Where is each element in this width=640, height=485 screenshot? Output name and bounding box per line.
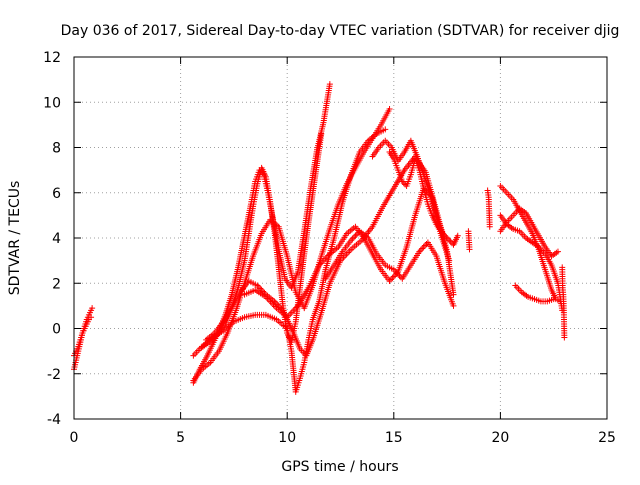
data-point <box>550 296 557 303</box>
y-tick-label: 8 <box>52 141 61 157</box>
x-tick-label: 20 <box>491 430 509 446</box>
x-tick-label: 10 <box>278 430 296 446</box>
data-point <box>88 314 95 321</box>
data-points <box>71 81 568 395</box>
data-point <box>326 81 333 88</box>
y-tick-label: -2 <box>47 367 61 383</box>
y-tick-label: 6 <box>52 186 61 202</box>
y-axis-label: SDTVAR / TECUs <box>7 181 23 296</box>
data-point <box>486 223 493 230</box>
axis-ticks: 0 5 10 15 20 25 -4 -2 0 2 4 6 8 10 12 <box>43 50 616 446</box>
y-tick-label: 2 <box>52 276 61 292</box>
data-point <box>382 126 389 133</box>
data-point <box>446 257 453 264</box>
y-tick-label: 12 <box>43 50 61 66</box>
x-tick-label: 0 <box>70 430 79 446</box>
x-tick-label: 15 <box>385 430 403 446</box>
data-point <box>386 106 393 113</box>
data-point <box>450 302 457 309</box>
data-point <box>89 305 96 312</box>
data-point <box>454 232 461 239</box>
data-point <box>439 230 446 237</box>
x-tick-label: 5 <box>176 430 185 446</box>
y-tick-label: 4 <box>52 231 61 247</box>
y-tick-label: 10 <box>43 95 61 111</box>
y-tick-label: -4 <box>47 412 61 428</box>
data-point <box>554 248 561 255</box>
y-tick-label: 0 <box>52 322 61 338</box>
x-tick-label: 25 <box>598 430 616 446</box>
grid <box>74 57 607 419</box>
x-axis-label: GPS time / hours <box>281 459 398 475</box>
data-point <box>318 130 325 137</box>
data-point <box>450 291 457 298</box>
data-point <box>466 246 473 253</box>
chart-title: Day 036 of 2017, Sidereal Day-to-day VTE… <box>61 23 620 39</box>
data-point <box>561 334 568 341</box>
